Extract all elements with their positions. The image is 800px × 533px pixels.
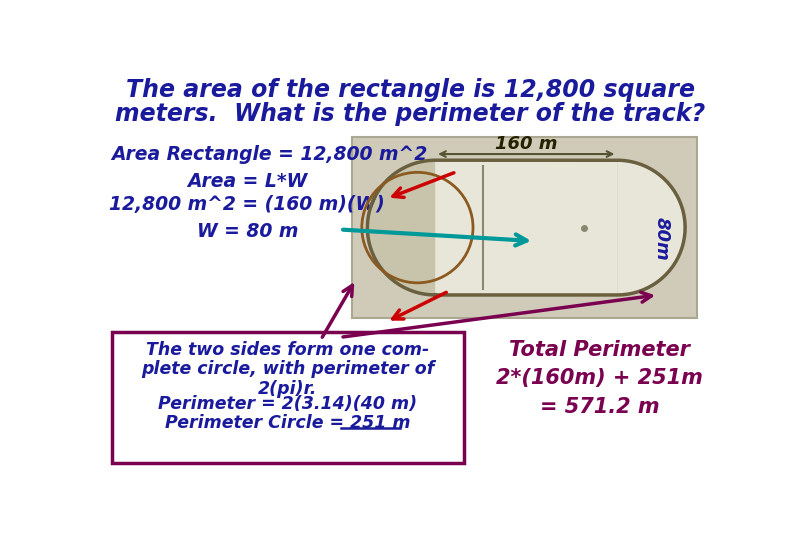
Text: Perimeter Circle = 251 m: Perimeter Circle = 251 m — [165, 414, 410, 432]
Text: Area Rectangle = 12,800 m^2: Area Rectangle = 12,800 m^2 — [112, 145, 428, 164]
Text: 2(pi)r.: 2(pi)r. — [258, 379, 318, 398]
Text: plete circle, with perimeter of: plete circle, with perimeter of — [142, 360, 434, 378]
Bar — [352, 137, 697, 318]
Text: 2*(160m) + 251m: 2*(160m) + 251m — [497, 368, 703, 388]
Text: Perimeter = 2(3.14)(40 m): Perimeter = 2(3.14)(40 m) — [158, 395, 418, 413]
Text: 12,800 m^2 = (160 m)(W): 12,800 m^2 = (160 m)(W) — [110, 195, 385, 214]
FancyBboxPatch shape — [112, 332, 464, 463]
Text: meters.  What is the perimeter of the track?: meters. What is the perimeter of the tra… — [115, 102, 705, 126]
Text: 160 m: 160 m — [495, 134, 558, 152]
Bar — [435, 160, 618, 295]
Text: = 571.2 m: = 571.2 m — [540, 397, 660, 417]
Text: Total Perimeter: Total Perimeter — [510, 340, 690, 360]
Text: Area = L*W: Area = L*W — [187, 172, 307, 191]
Text: W = 80 m: W = 80 m — [197, 222, 298, 241]
Text: 80m: 80m — [653, 217, 671, 261]
Wedge shape — [367, 160, 435, 295]
Wedge shape — [618, 160, 685, 295]
Text: The area of the rectangle is 12,800 square: The area of the rectangle is 12,800 squa… — [126, 78, 694, 102]
Text: The two sides form one com-: The two sides form one com- — [146, 341, 430, 359]
